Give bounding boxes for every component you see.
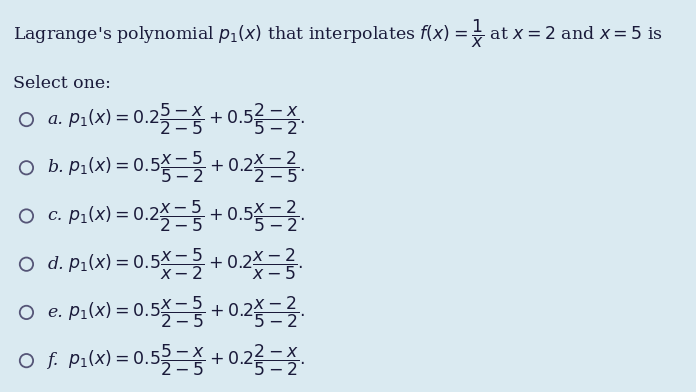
Text: d.: d. <box>47 256 64 273</box>
Text: $p_1(x) = 0.5\dfrac{5-x}{2-5} + 0.2\dfrac{2-x}{5-2}.$: $p_1(x) = 0.5\dfrac{5-x}{2-5} + 0.2\dfra… <box>68 343 305 378</box>
Text: $p_1(x) = 0.5\dfrac{x-5}{2-5} + 0.2\dfrac{x-2}{5-2}.$: $p_1(x) = 0.5\dfrac{x-5}{2-5} + 0.2\dfra… <box>68 295 305 330</box>
Text: Select one:: Select one: <box>13 75 111 92</box>
Text: a.: a. <box>47 111 63 128</box>
Text: $p_1(x) = 0.5\dfrac{x-5}{5-2} + 0.2\dfrac{x-2}{2-5}.$: $p_1(x) = 0.5\dfrac{x-5}{5-2} + 0.2\dfra… <box>68 150 305 185</box>
Text: e.: e. <box>47 304 63 321</box>
Text: $p_1(x) = 0.2\dfrac{5-x}{2-5} + 0.5\dfrac{2-x}{5-2}.$: $p_1(x) = 0.2\dfrac{5-x}{2-5} + 0.5\dfra… <box>68 102 305 137</box>
Text: b.: b. <box>47 159 64 176</box>
Text: Lagrange's polynomial $p_1(x)$ that interpolates $f(x) = \dfrac{1}{x}$ at $x = 2: Lagrange's polynomial $p_1(x)$ that inte… <box>13 18 663 50</box>
Text: f.: f. <box>47 352 58 369</box>
Text: $p_1(x) = 0.5\dfrac{x-5}{x-2} + 0.2\dfrac{x-2}{x-5}.$: $p_1(x) = 0.5\dfrac{x-5}{x-2} + 0.2\dfra… <box>68 247 303 282</box>
Text: c.: c. <box>47 207 63 225</box>
Text: $p_1(x) = 0.2\dfrac{x-5}{2-5} + 0.5\dfrac{x-2}{5-2}.$: $p_1(x) = 0.2\dfrac{x-5}{2-5} + 0.5\dfra… <box>68 198 305 234</box>
